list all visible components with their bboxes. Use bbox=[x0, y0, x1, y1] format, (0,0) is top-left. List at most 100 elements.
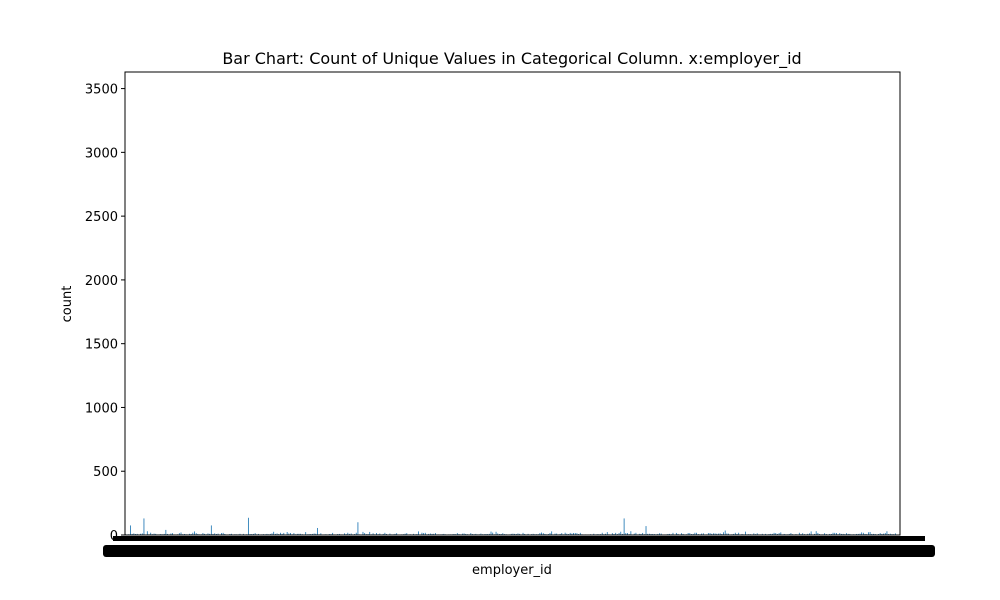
bar bbox=[396, 533, 398, 535]
bar bbox=[849, 533, 851, 535]
bar bbox=[376, 533, 377, 535]
bar bbox=[724, 530, 726, 535]
bar bbox=[510, 533, 512, 535]
bar bbox=[349, 533, 350, 535]
bar bbox=[738, 532, 740, 535]
bar bbox=[470, 533, 472, 535]
bar bbox=[502, 533, 504, 535]
x-axis-ticks bbox=[103, 536, 935, 557]
bar bbox=[719, 533, 721, 535]
bar bbox=[879, 533, 881, 535]
bar bbox=[332, 532, 334, 535]
bar bbox=[675, 532, 677, 535]
bar bbox=[254, 533, 256, 535]
bar bbox=[633, 533, 635, 535]
bar bbox=[315, 533, 317, 535]
y-tick-label: 3000 bbox=[85, 146, 118, 161]
bar bbox=[672, 532, 674, 535]
bar bbox=[652, 533, 654, 535]
bar bbox=[549, 533, 551, 535]
bar bbox=[362, 531, 364, 535]
bar bbox=[834, 532, 836, 535]
bar bbox=[423, 533, 425, 535]
chart-title: Bar Chart: Count of Unique Values in Cat… bbox=[222, 49, 801, 69]
bar bbox=[867, 532, 869, 535]
x-tick-marks-strip bbox=[113, 536, 925, 541]
bar bbox=[622, 533, 623, 535]
bar bbox=[372, 533, 374, 535]
bar bbox=[680, 533, 682, 535]
bar bbox=[231, 533, 232, 535]
bar bbox=[798, 532, 800, 535]
bar bbox=[728, 533, 729, 535]
bar bbox=[429, 533, 431, 535]
bar bbox=[718, 533, 719, 535]
bar bbox=[532, 533, 534, 535]
bar bbox=[689, 533, 691, 535]
bar bbox=[273, 531, 275, 535]
bar bbox=[814, 533, 815, 535]
bar bbox=[815, 531, 817, 535]
bar bbox=[551, 531, 553, 535]
bar bbox=[406, 533, 408, 535]
bar bbox=[627, 533, 628, 535]
bar bbox=[133, 533, 135, 535]
bar bbox=[221, 533, 222, 535]
bar bbox=[871, 533, 873, 535]
y-axis-label: count bbox=[60, 286, 75, 323]
bar bbox=[716, 533, 718, 535]
bar bbox=[197, 533, 199, 535]
bar bbox=[280, 532, 281, 535]
bar bbox=[286, 532, 288, 535]
bar bbox=[638, 533, 640, 535]
bar bbox=[421, 532, 423, 535]
bar bbox=[566, 533, 568, 535]
bar bbox=[561, 533, 563, 535]
bar bbox=[317, 527, 318, 535]
bar bbox=[178, 533, 180, 535]
bar bbox=[756, 533, 758, 535]
bar bbox=[212, 533, 214, 535]
y-tick-label: 2000 bbox=[85, 274, 118, 289]
bar bbox=[224, 533, 226, 535]
bar bbox=[296, 533, 298, 535]
bar bbox=[733, 533, 735, 535]
bar bbox=[640, 533, 642, 535]
bar bbox=[745, 531, 746, 535]
bar bbox=[886, 531, 888, 535]
bar bbox=[726, 533, 728, 535]
bar bbox=[630, 531, 632, 535]
bar bbox=[780, 532, 782, 535]
bar bbox=[707, 533, 709, 535]
bar bbox=[271, 533, 273, 535]
bar bbox=[274, 533, 276, 535]
bar bbox=[642, 532, 644, 535]
bar bbox=[687, 533, 689, 535]
bar bbox=[696, 532, 697, 535]
bar bbox=[183, 533, 185, 535]
bar bbox=[635, 532, 637, 535]
bar bbox=[209, 533, 211, 535]
bar bbox=[131, 533, 133, 535]
bar bbox=[527, 533, 529, 535]
bar bbox=[839, 533, 841, 535]
bar bbox=[194, 531, 195, 535]
bar bbox=[788, 533, 790, 535]
bar bbox=[475, 533, 477, 535]
bar bbox=[650, 533, 652, 535]
bar bbox=[495, 531, 497, 535]
bar bbox=[842, 533, 844, 535]
bar bbox=[204, 533, 206, 535]
bar bbox=[667, 533, 669, 535]
bar bbox=[741, 533, 743, 535]
bar bbox=[765, 533, 767, 535]
bar bbox=[606, 532, 608, 535]
bar bbox=[824, 533, 826, 535]
bar bbox=[229, 533, 231, 535]
bar bbox=[214, 533, 216, 535]
bar bbox=[517, 533, 519, 535]
bar bbox=[830, 533, 832, 535]
bar bbox=[835, 533, 837, 535]
bar bbox=[620, 531, 622, 535]
bar bbox=[883, 533, 884, 535]
